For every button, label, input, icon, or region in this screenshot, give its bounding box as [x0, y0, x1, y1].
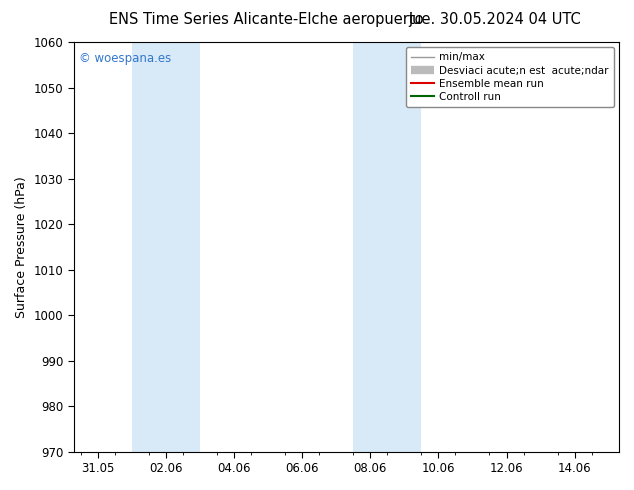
Text: © woespana.es: © woespana.es — [79, 52, 171, 65]
Legend: min/max, Desviaci acute;n est  acute;ndar, Ensemble mean run, Controll run: min/max, Desviaci acute;n est acute;ndar… — [406, 47, 614, 107]
Text: jue. 30.05.2024 04 UTC: jue. 30.05.2024 04 UTC — [408, 12, 581, 27]
Y-axis label: Surface Pressure (hPa): Surface Pressure (hPa) — [15, 176, 28, 318]
Bar — [132, 42, 200, 452]
Text: ENS Time Series Alicante-Elche aeropuerto: ENS Time Series Alicante-Elche aeropuert… — [109, 12, 424, 27]
Bar — [353, 42, 422, 452]
